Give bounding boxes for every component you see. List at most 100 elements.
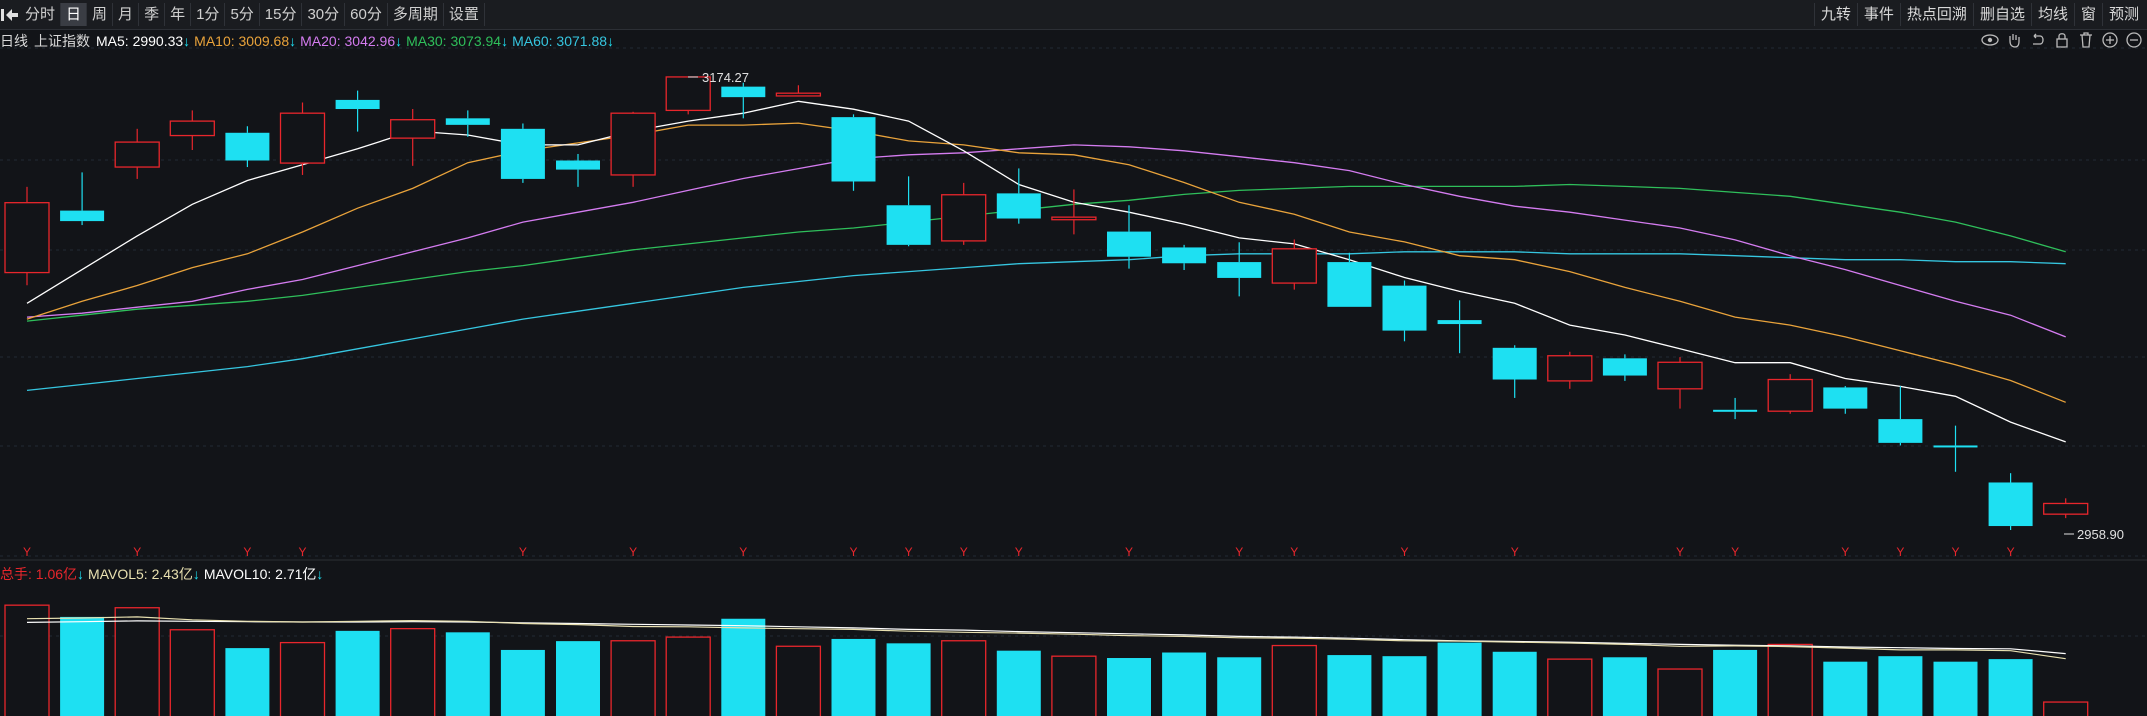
candle-body [1547,355,1593,382]
toolbar-right-button-1[interactable]: 事件 [1856,3,1900,26]
candle [941,182,987,245]
period-tab-11[interactable]: 多周期 [388,3,444,26]
candle [610,111,656,187]
volume-bar [500,649,545,716]
candle-body [1933,445,1978,448]
eye-icon[interactable] [1981,31,1999,49]
toolbar-right-button-4[interactable]: 均线 [2030,3,2074,26]
legend-ma30: MA30: 3073.94 [406,33,502,49]
period-tab-12[interactable]: 设置 [444,3,485,26]
candle-body [390,119,436,139]
candle [775,85,822,97]
candle [1602,354,1647,381]
y-marker: Y [629,545,637,559]
ma60-down-arrow-icon: ↓ [607,33,615,49]
volume-bar [1382,656,1427,716]
y-marker: Y [1511,545,1519,559]
toolbar-right-button-2[interactable]: 热点回溯 [1899,3,1973,26]
volume-bar [556,641,600,716]
undo-icon[interactable] [2029,31,2047,49]
candle [996,168,1041,224]
volume-bar [2043,701,2089,716]
candle-body [1437,320,1482,325]
period-tab-2[interactable]: 周 [87,3,114,26]
candle [1713,397,1758,420]
volume-bars [4,604,2089,716]
volume-bar [169,629,215,716]
toolbar-right-button-6[interactable]: 预测 [2101,3,2145,26]
ma30-line [26,183,2066,322]
ma10-line [26,122,2066,403]
candle [831,114,876,191]
back-icon[interactable] [0,4,20,26]
period-tab-5[interactable]: 年 [165,3,192,26]
total-down-arrow-icon: ↓ [77,566,85,582]
candle-body [941,194,987,242]
volume-bar [1933,661,1978,716]
candle-body [721,86,766,98]
y-marker: Y [849,545,857,559]
candle-body [556,160,600,170]
ma20-line [26,144,2066,338]
period-tab-9[interactable]: 30分 [302,3,346,26]
candle [114,128,160,179]
mavol5-down-arrow-icon: ↓ [192,566,200,582]
volume-bar [1823,661,1868,716]
grid-lines [0,47,2147,637]
period-tab-6[interactable]: 1分 [191,3,226,26]
candle-body [60,210,105,222]
period-tab-3[interactable]: 月 [113,3,140,26]
lock-icon[interactable] [2053,31,2071,49]
candle-body [335,99,380,110]
toolbar-right-button-5[interactable]: 窗 [2073,3,2102,26]
candle-body [445,118,490,125]
legend-mavol5: MAVOL5: 2.43亿 [88,566,193,582]
candle [1823,386,1868,414]
price-labels: 3174.27 2958.90 [688,70,2124,542]
volume-bar [1492,651,1537,716]
candle [2043,498,2089,519]
period-tab-0[interactable]: 分时 [20,3,62,26]
candle-body [1823,387,1868,409]
candle [500,123,545,183]
delete-icon[interactable] [2077,31,2095,49]
toolbar-right-button-3[interactable]: 删自选 [1972,3,2031,26]
legend-period: 日线 [0,33,28,49]
ma60-line [26,251,2066,392]
candle [1437,300,1482,354]
volume-bar [721,618,766,716]
volume-bar [279,641,326,716]
y-marker: Y [1951,545,1959,559]
candle-body [1657,361,1703,390]
hand-icon[interactable] [2005,31,2023,49]
candle-body [114,141,160,168]
candle [1051,189,1097,235]
candle-body [4,202,50,274]
y-marker: Y [1896,545,1904,559]
zoom-in-icon[interactable] [2101,31,2119,49]
volume-bar [1107,658,1151,716]
moving-average-lines [26,100,2066,443]
candle [1767,374,1813,414]
period-tab-7[interactable]: 5分 [225,3,260,26]
candle [279,102,326,175]
chart-tools [1981,31,2143,49]
mavol10-down-arrow-icon: ↓ [316,566,324,582]
volume-bar [996,650,1041,716]
y-marker: Y [905,545,913,559]
candle [225,126,270,168]
candle [1492,345,1537,398]
period-tab-4[interactable]: 季 [139,3,166,26]
toolbar-right-button-0[interactable]: 九转 [1813,3,1857,26]
zoom-out-icon[interactable] [2125,31,2143,49]
high-price-label: 3174.27 [702,70,749,85]
period-tab-1[interactable]: 日 [61,3,88,26]
period-tab-8[interactable]: 15分 [260,3,303,26]
candle-body [1878,419,1923,443]
ma30-down-arrow-icon: ↓ [501,33,509,49]
candle [665,76,711,115]
period-tab-10[interactable]: 60分 [345,3,388,26]
candle [1217,242,1262,297]
candle [1933,425,1978,472]
